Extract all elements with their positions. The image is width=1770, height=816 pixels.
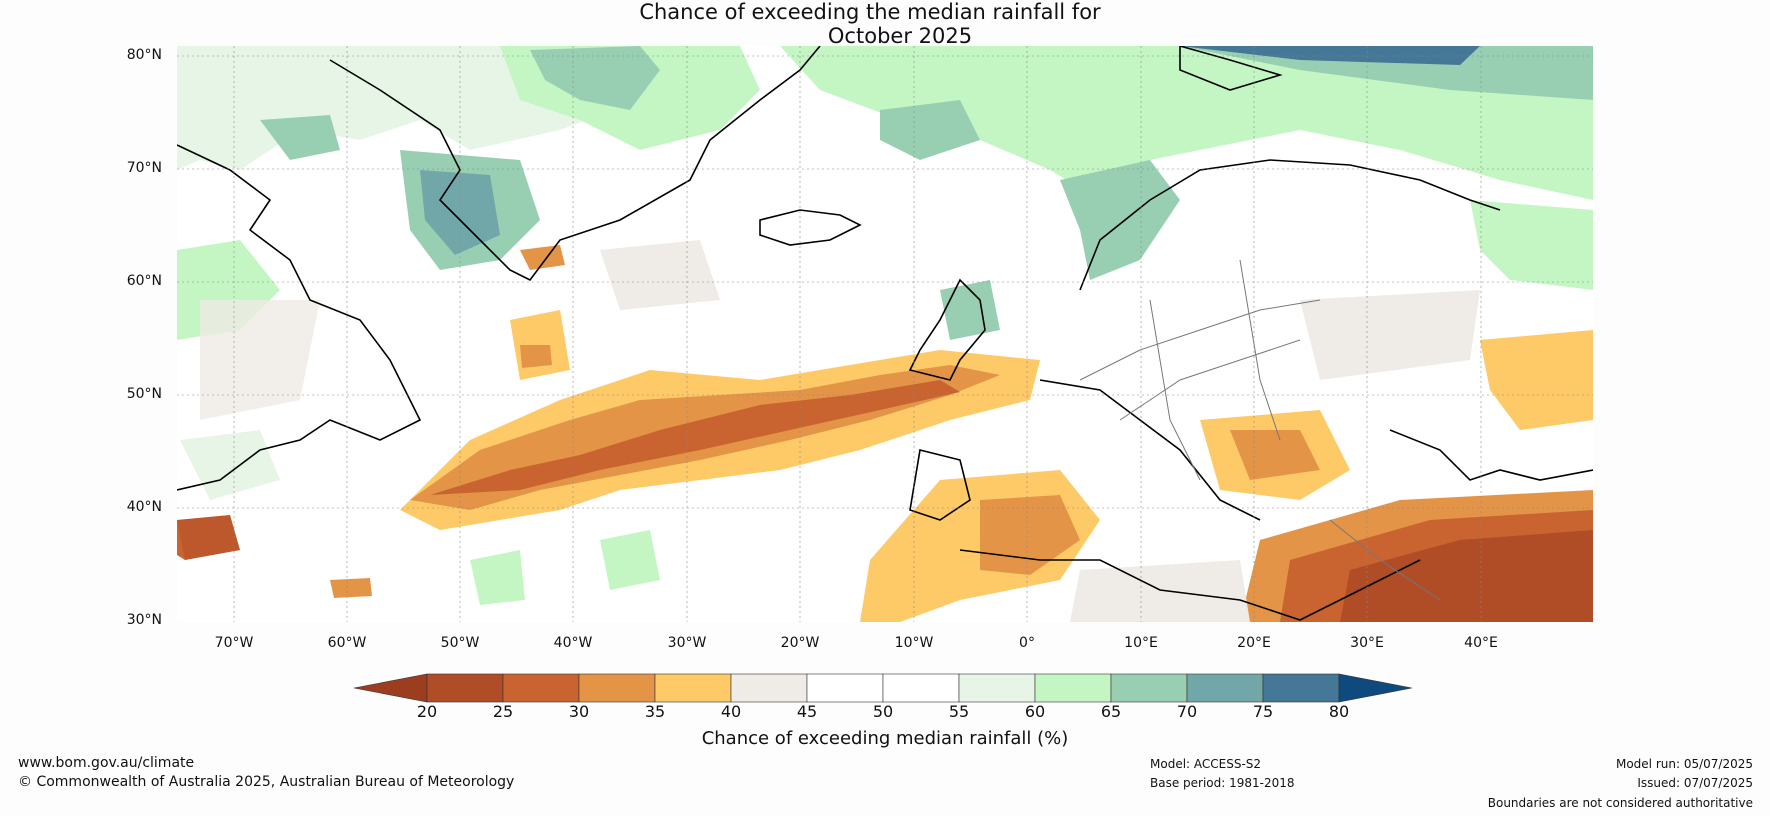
footer-issued: Issued: 07/07/2025: [1637, 776, 1753, 790]
colorbar-segment-25-30: [502, 673, 580, 703]
colorbar-extend-low: [353, 673, 428, 703]
colorbar-segment-30-35: [578, 673, 656, 703]
colorbar-tick-35: 35: [644, 702, 666, 721]
chart-title: Chance of exceeding the median rainfall …: [0, 0, 1770, 48]
lon-label-0: 0°: [1019, 635, 1035, 651]
footer-disclaimer: Boundaries are not considered authoritat…: [1487, 796, 1753, 810]
graticule: [177, 46, 1593, 622]
lon-label-50w: 50°W: [440, 635, 480, 651]
footer-model-run: Model run: 05/07/2025: [1615, 757, 1753, 771]
colorbar-segment-35-40: [654, 673, 732, 703]
title-line-1: Chance of exceeding the median rainfall …: [639, 0, 1101, 24]
colorbar-segment-60-65: [1034, 673, 1112, 703]
colorbar-segment-70-75: [1186, 673, 1264, 703]
colorbar-segment-40-45: [730, 673, 808, 703]
lon-label-20e: 20°E: [1237, 635, 1271, 651]
colorbar-tick-75: 75: [1252, 702, 1274, 721]
colorbar-tick-80: 80: [1328, 702, 1350, 721]
lon-label-60w: 60°W: [327, 635, 367, 651]
colorbar-segment-50-55: [882, 673, 960, 703]
lon-label-70w: 70°W: [214, 635, 254, 651]
coastlines: [177, 46, 1593, 621]
footer-copyright: © Commonwealth of Australia 2025, Austra…: [18, 774, 515, 790]
colorbar-tick-70: 70: [1176, 702, 1198, 721]
colorbar-segment-45-50: [806, 673, 884, 703]
lat-label-40n: 40°N: [126, 499, 162, 515]
colorbar-segment-20-25: [426, 673, 504, 703]
colorbar-segment-65-70: [1110, 673, 1188, 703]
colorbar-segment-75-80: [1262, 673, 1340, 703]
colorbar-tick-45: 45: [796, 702, 818, 721]
lon-label-30w: 30°W: [667, 635, 707, 651]
footer-model: Model: ACCESS-S2: [1150, 757, 1262, 771]
lon-label-10w: 10°W: [894, 635, 934, 651]
lon-label-20w: 20°W: [780, 635, 820, 651]
colorbar-tick-55: 55: [948, 702, 970, 721]
title-line-2: October 2025: [827, 24, 973, 48]
footer-base-period: Base period: 1981-2018: [1150, 776, 1295, 790]
region-below-median: [177, 245, 1593, 622]
lon-label-40w: 40°W: [553, 635, 593, 651]
colorbar-tick-60: 60: [1024, 702, 1046, 721]
lat-label-70n: 70°N: [126, 160, 162, 176]
country-borders: [1079, 259, 1441, 601]
rainfall-map: [177, 46, 1593, 622]
lat-label-60n: 60°N: [126, 273, 162, 289]
colorbar: [353, 673, 1413, 703]
lon-label-30e: 30°E: [1350, 635, 1384, 651]
lat-label-30n: 30°N: [126, 612, 162, 628]
region-near-median: [200, 240, 1480, 622]
lat-label-80n: 80°N: [126, 47, 162, 63]
colorbar-tick-50: 50: [872, 702, 894, 721]
colorbar-tick-40: 40: [720, 702, 742, 721]
lon-label-40e: 40°E: [1464, 635, 1498, 651]
footer-website: www.bom.gov.au/climate: [18, 755, 195, 771]
lon-label-10e: 10°E: [1124, 635, 1158, 651]
colorbar-tick-30: 30: [568, 702, 590, 721]
colorbar-tick-25: 25: [492, 702, 514, 721]
colorbar-tick-20: 20: [416, 702, 438, 721]
colorbar-segment-55-60: [958, 673, 1036, 703]
colorbar-extend-high: [1338, 673, 1413, 703]
lat-label-50n: 50°N: [126, 386, 162, 402]
region-above-median: [177, 46, 1593, 605]
colorbar-label: Chance of exceeding median rainfall (%): [701, 728, 1069, 749]
colorbar-tick-65: 65: [1100, 702, 1122, 721]
